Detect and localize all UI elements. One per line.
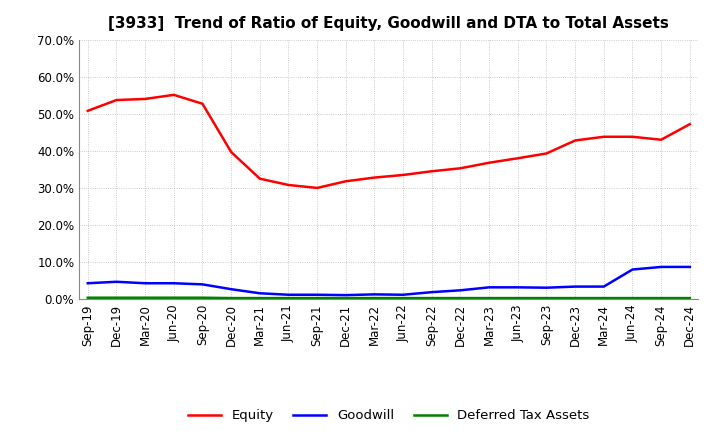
Goodwill — [256, 291, 264, 296]
Goodwill — [141, 281, 150, 286]
Legend: Equity, Goodwill, Deferred Tax Assets: Equity, Goodwill, Deferred Tax Assets — [183, 404, 595, 428]
Equity — [227, 149, 235, 154]
Equity — [428, 169, 436, 174]
Equity — [628, 134, 636, 139]
Deferred Tax Assets — [198, 295, 207, 301]
Goodwill — [112, 279, 121, 284]
Deferred Tax Assets — [284, 295, 293, 301]
Deferred Tax Assets — [456, 295, 465, 301]
Deferred Tax Assets — [341, 295, 350, 301]
Deferred Tax Assets — [513, 295, 522, 301]
Deferred Tax Assets — [485, 295, 493, 301]
Goodwill — [685, 264, 694, 270]
Deferred Tax Assets — [256, 295, 264, 301]
Deferred Tax Assets — [84, 295, 92, 301]
Equity — [600, 134, 608, 139]
Goodwill — [571, 284, 580, 289]
Goodwill — [341, 293, 350, 298]
Goodwill — [628, 267, 636, 272]
Goodwill — [485, 285, 493, 290]
Equity — [370, 175, 379, 180]
Goodwill — [370, 292, 379, 297]
Deferred Tax Assets — [227, 295, 235, 301]
Goodwill — [84, 281, 92, 286]
Goodwill — [169, 281, 178, 286]
Equity — [112, 97, 121, 103]
Equity — [84, 108, 92, 114]
Goodwill — [284, 292, 293, 297]
Goodwill — [600, 284, 608, 289]
Goodwill — [198, 282, 207, 287]
Equity — [657, 137, 665, 143]
Title: [3933]  Trend of Ratio of Equity, Goodwill and DTA to Total Assets: [3933] Trend of Ratio of Equity, Goodwil… — [109, 16, 669, 32]
Deferred Tax Assets — [542, 295, 551, 301]
Line: Goodwill: Goodwill — [88, 267, 690, 295]
Equity — [341, 179, 350, 184]
Deferred Tax Assets — [571, 295, 580, 301]
Deferred Tax Assets — [628, 295, 636, 301]
Equity — [685, 121, 694, 127]
Goodwill — [657, 264, 665, 270]
Line: Equity: Equity — [88, 95, 690, 188]
Equity — [571, 138, 580, 143]
Goodwill — [312, 292, 321, 297]
Goodwill — [399, 292, 408, 297]
Equity — [513, 156, 522, 161]
Goodwill — [227, 286, 235, 292]
Deferred Tax Assets — [370, 295, 379, 301]
Goodwill — [428, 290, 436, 295]
Equity — [399, 172, 408, 178]
Equity — [141, 96, 150, 102]
Deferred Tax Assets — [312, 295, 321, 301]
Goodwill — [513, 285, 522, 290]
Equity — [542, 151, 551, 156]
Goodwill — [456, 288, 465, 293]
Equity — [312, 185, 321, 191]
Goodwill — [542, 285, 551, 290]
Equity — [485, 160, 493, 165]
Equity — [256, 176, 264, 181]
Equity — [198, 101, 207, 106]
Deferred Tax Assets — [428, 295, 436, 301]
Deferred Tax Assets — [657, 295, 665, 301]
Deferred Tax Assets — [685, 295, 694, 301]
Deferred Tax Assets — [112, 295, 121, 301]
Deferred Tax Assets — [399, 295, 408, 301]
Equity — [456, 165, 465, 171]
Deferred Tax Assets — [169, 295, 178, 301]
Deferred Tax Assets — [141, 295, 150, 301]
Deferred Tax Assets — [600, 295, 608, 301]
Equity — [284, 182, 293, 187]
Equity — [169, 92, 178, 98]
